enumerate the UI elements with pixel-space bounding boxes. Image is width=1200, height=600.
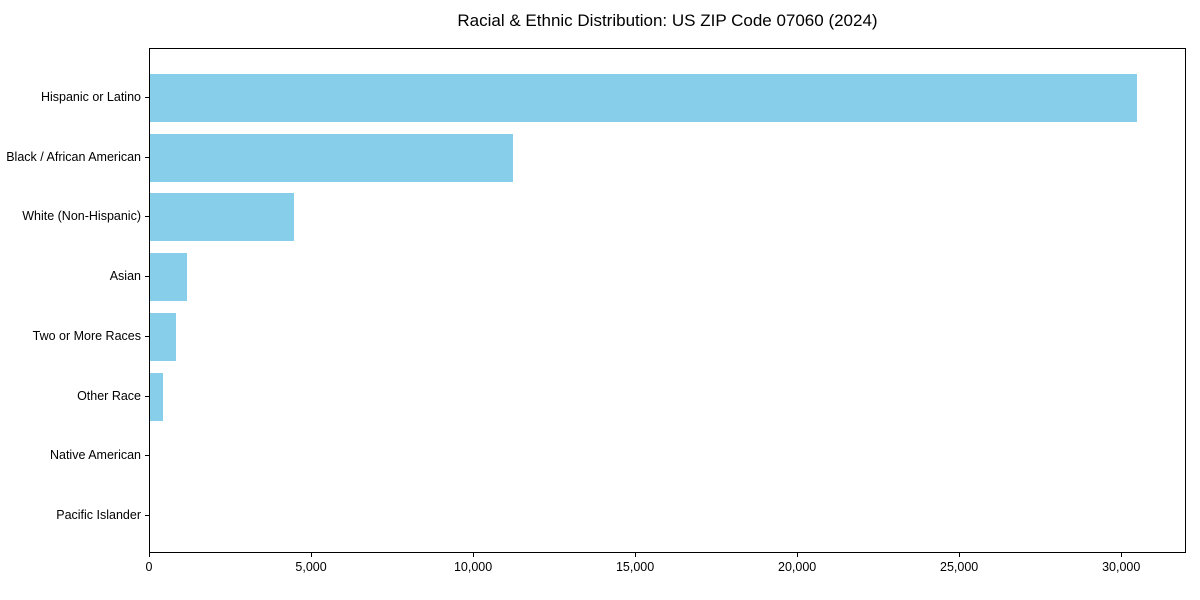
x-axis-tick bbox=[1121, 553, 1123, 557]
x-axis-tick-label: 20,000 bbox=[778, 560, 817, 574]
y-axis-tick bbox=[145, 395, 149, 397]
x-axis-tick bbox=[149, 553, 150, 557]
x-axis-tick-label: 15,000 bbox=[615, 560, 655, 574]
y-axis-tick bbox=[145, 216, 149, 218]
y-axis-label: Other Race bbox=[77, 388, 141, 403]
y-axis-label: Hispanic or Latino bbox=[40, 90, 141, 104]
y-axis-tick bbox=[145, 335, 149, 337]
x-axis-tick bbox=[797, 553, 799, 557]
x-axis-tick-label: 30,000 bbox=[1102, 560, 1141, 574]
y-axis-label: Native American bbox=[49, 448, 141, 463]
y-axis-label: Black / African American bbox=[6, 149, 141, 164]
x-axis-tick-label: 5,000 bbox=[295, 560, 327, 574]
chart-bar bbox=[150, 74, 1137, 122]
chart-bar bbox=[150, 193, 294, 242]
chart-title: Racial & Ethnic Distribution: US ZIP Cod… bbox=[457, 11, 878, 30]
plot-area bbox=[149, 48, 1186, 553]
chart-bar bbox=[150, 133, 513, 182]
x-axis-tick-label: 0 bbox=[145, 560, 153, 574]
y-axis-label: White (Non-Hispanic) bbox=[22, 209, 141, 224]
y-axis-label: Two or More Races bbox=[32, 328, 141, 343]
x-axis-tick bbox=[635, 553, 637, 557]
x-axis-tick bbox=[311, 553, 313, 557]
y-axis-label: Pacific Islander bbox=[56, 507, 141, 522]
x-axis-tick bbox=[959, 553, 961, 557]
y-axis-tick bbox=[145, 156, 149, 158]
x-axis-tick bbox=[473, 553, 475, 557]
y-axis-tick bbox=[145, 276, 149, 278]
x-axis-tick-label: 10,000 bbox=[453, 560, 493, 574]
chart-bar bbox=[150, 312, 176, 361]
y-axis-tick bbox=[145, 455, 149, 457]
y-axis-tick bbox=[145, 97, 149, 98]
y-axis-label: Asian bbox=[109, 269, 141, 284]
chart-bar bbox=[150, 253, 187, 302]
chart-bar bbox=[150, 372, 163, 421]
x-axis-tick-label: 25,000 bbox=[940, 560, 979, 574]
y-axis-tick bbox=[145, 514, 149, 516]
